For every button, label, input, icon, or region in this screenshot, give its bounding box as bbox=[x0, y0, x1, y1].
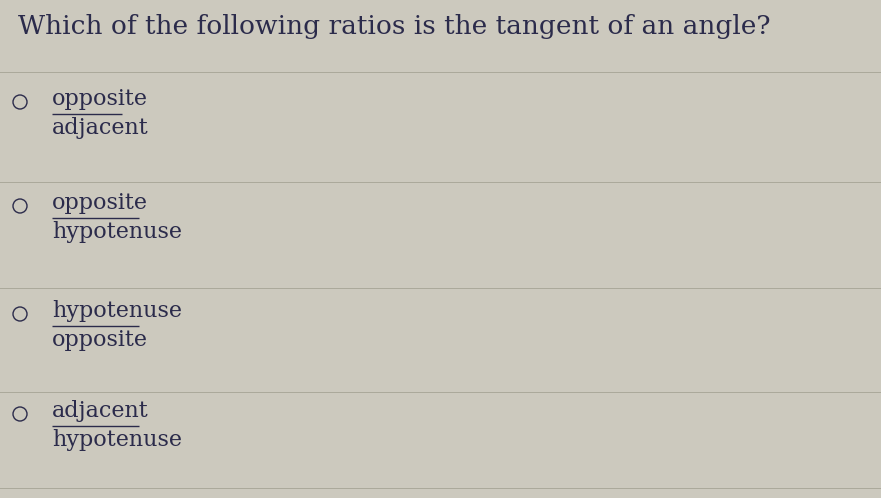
Text: adjacent: adjacent bbox=[52, 117, 149, 139]
Text: opposite: opposite bbox=[52, 329, 148, 351]
Text: hypotenuse: hypotenuse bbox=[52, 300, 182, 322]
Text: adjacent: adjacent bbox=[52, 400, 149, 422]
Text: hypotenuse: hypotenuse bbox=[52, 221, 182, 243]
Text: Which of the following ratios is the tangent of an angle?: Which of the following ratios is the tan… bbox=[18, 14, 771, 39]
Text: opposite: opposite bbox=[52, 192, 148, 214]
Text: hypotenuse: hypotenuse bbox=[52, 429, 182, 451]
Text: opposite: opposite bbox=[52, 88, 148, 110]
